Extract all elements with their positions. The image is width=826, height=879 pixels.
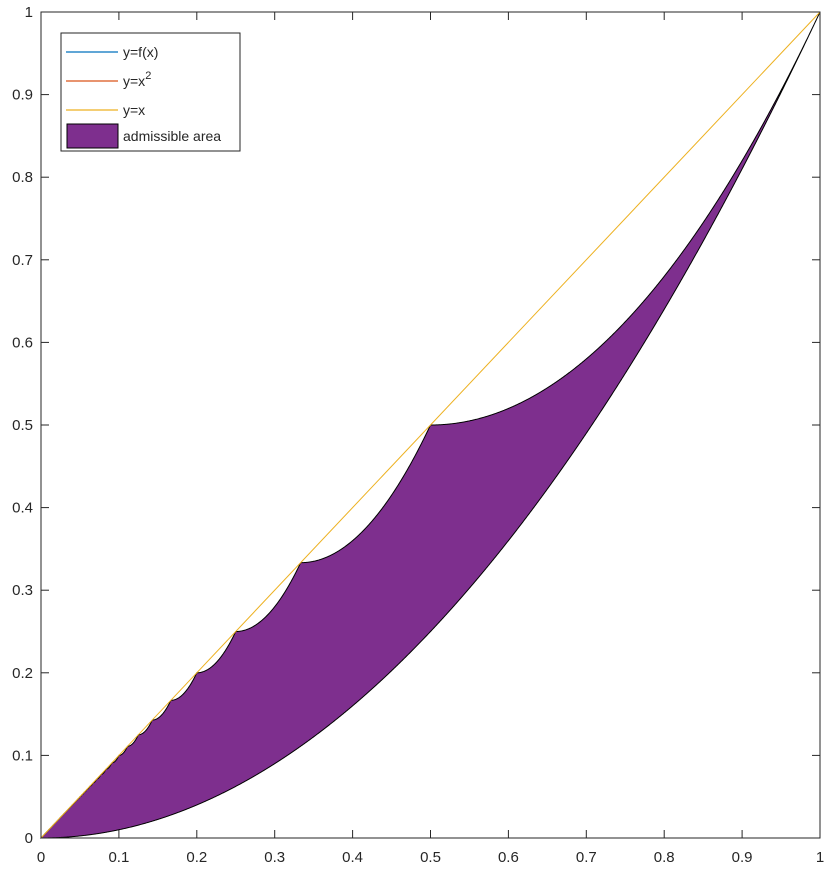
legend-label-superscript: 2 [145, 70, 151, 82]
legend-label: y=x [123, 102, 145, 118]
x-tick-label: 0.5 [420, 849, 441, 866]
legend-swatch-patch [66, 123, 119, 149]
x-tick-label: 0.7 [576, 849, 597, 866]
x-tick-label: 0.1 [108, 849, 129, 866]
legend-label: admissible area [123, 128, 221, 144]
y-tick-label: 0.6 [12, 334, 33, 351]
y-tick-label: 0.9 [12, 87, 33, 104]
y-tick-label: 0.8 [12, 169, 33, 186]
x-tick-label: 0.9 [732, 849, 753, 866]
y-tick-label: 0.7 [12, 252, 33, 269]
x-tick-label: 0 [37, 849, 45, 866]
y-tick-label: 0 [25, 830, 33, 847]
y-tick-label: 0.5 [12, 417, 33, 434]
legend: y=f(x) y=x2 y=x admissible area [60, 32, 241, 152]
x-tick-label: 0.4 [342, 849, 363, 866]
ticks: 0 0.1 0.2 0.3 0.4 0.5 0.6 0.7 0.8 0.9 1 0 0.1 0.2 0.3 0… [12, 4, 824, 866]
y-tick-label: 0.3 [12, 582, 33, 599]
legend-label: y=x2 [123, 70, 151, 89]
x-tick-label: 0.8 [654, 849, 675, 866]
legend-label: y=f(x) [123, 44, 158, 60]
line-y-equals-x [40, 11, 821, 839]
y-tick-label: 0.1 [12, 747, 33, 764]
x-tick-label: 0.3 [264, 849, 285, 866]
x-tick-label: 0.6 [498, 849, 519, 866]
x-tick-label: 1 [816, 849, 824, 866]
y-tick-label: 1 [25, 4, 33, 21]
y-tick-label: 0.4 [12, 500, 33, 517]
y-tick-label: 0.2 [12, 665, 33, 682]
x-tick-label: 0.2 [186, 849, 207, 866]
